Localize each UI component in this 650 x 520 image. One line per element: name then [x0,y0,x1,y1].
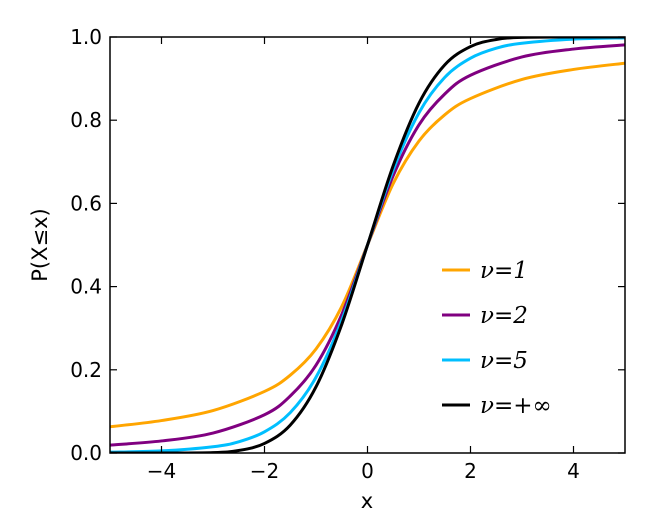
series-line-4 [110,37,625,453]
y-tick-label: 1.0 [70,25,102,49]
y-tick-label: 0.2 [70,358,102,382]
axes-layer: −4 −2 0 2 4 0.0 0.2 0.4 0.6 0.8 1.0 [70,25,626,483]
legend-label-3: ν=5 [480,348,528,374]
legend: ν=1 ν=2 ν=5 ν=+∞ [442,258,552,419]
x-axis-label: x [361,489,373,513]
y-tick-label: 0.0 [70,441,102,465]
y-tick-label: 0.4 [70,275,102,299]
x-tick-label: −4 [147,459,176,483]
legend-label-1: ν=1 [480,258,528,284]
legend-label-2: ν=2 [480,303,528,329]
x-tick-label: 2 [464,459,477,483]
x-tick-label: −2 [250,459,279,483]
x-tick-label: 0 [361,459,374,483]
series-layer [110,37,625,453]
x-tick-label: 4 [567,459,580,483]
y-axis-label: P(X≤x) [28,208,52,281]
legend-label-4: ν=+∞ [480,393,552,419]
y-tick-label: 0.6 [70,191,102,215]
y-tick-label: 0.8 [70,108,102,132]
